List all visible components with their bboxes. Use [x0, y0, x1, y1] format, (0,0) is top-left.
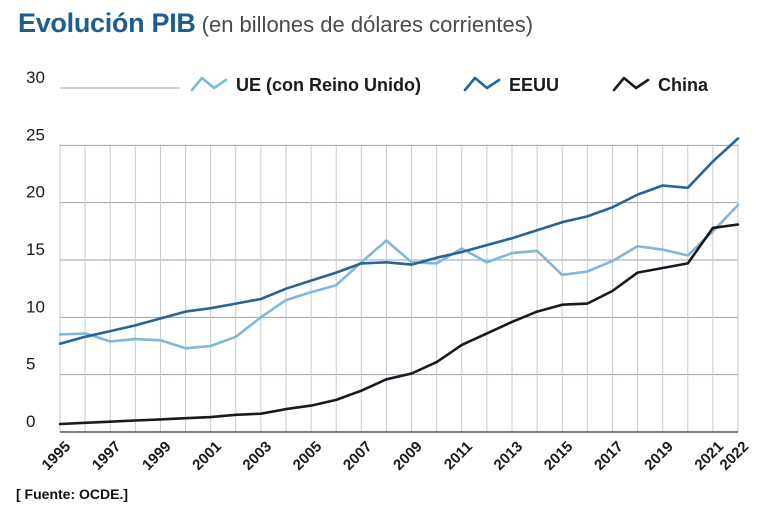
chart-title: Evolución PIB	[18, 8, 196, 38]
x-tick-label: 2019	[641, 438, 677, 474]
series-line-2	[58, 137, 740, 346]
y-tick-label: 25	[26, 125, 45, 144]
legend-label-1: UE (con Reino Unido)	[236, 75, 421, 95]
legend-swatch-2	[463, 76, 501, 92]
chart-subtitle: (en billones de dólares corrientes)	[201, 12, 534, 37]
series-line-1	[58, 203, 740, 350]
x-tick-label: 2003	[239, 438, 275, 474]
x-tick-label: 2005	[290, 438, 326, 474]
x-tick-label: 1999	[139, 438, 175, 474]
x-tick-label: 2007	[340, 438, 376, 474]
legend-swatch-3	[612, 76, 650, 92]
x-tick-label: 1995	[39, 438, 75, 474]
x-tick-label: 2013	[491, 438, 527, 474]
legend-label-3: China	[658, 75, 709, 95]
source-note: [ Fuente: OCDE.]	[16, 486, 128, 502]
legend-label-2: EEUU	[509, 75, 559, 95]
legend-background	[180, 68, 745, 102]
x-tick-label: 2011	[441, 438, 476, 473]
x-tick-label: 2001	[189, 438, 225, 474]
x-tick-label: 2022	[717, 438, 753, 474]
y-tick-label: 15	[26, 240, 45, 259]
y-tick-label: 0	[26, 412, 35, 431]
x-tick-label: 2009	[390, 438, 426, 474]
x-tick-label: 1997	[89, 438, 125, 474]
x-tick-label: 2017	[591, 438, 627, 474]
series-line-3	[58, 223, 740, 426]
chart-title-row: Evolución PIB (en billones de dólares cor…	[18, 8, 533, 39]
y-tick-label: 5	[26, 355, 35, 374]
y-tick-label: 30	[26, 68, 45, 87]
y-tick-label: 20	[26, 183, 45, 202]
y-tick-label: 10	[26, 297, 45, 316]
x-tick-label: 2015	[541, 438, 577, 474]
legend-swatch-1	[190, 76, 228, 92]
